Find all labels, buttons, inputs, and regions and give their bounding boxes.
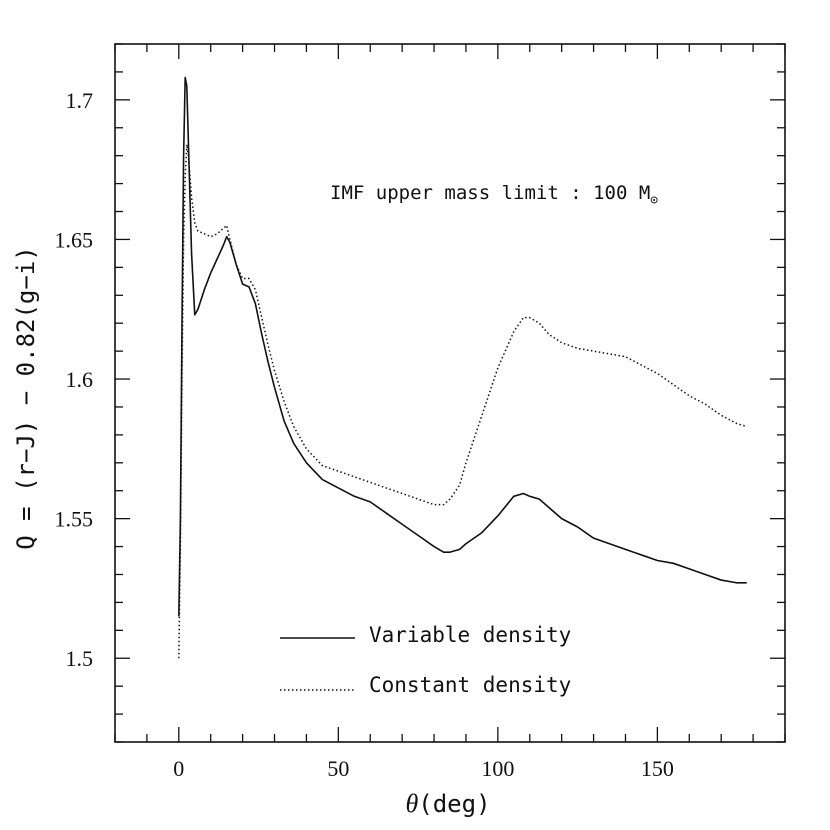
series-line-constant-density xyxy=(178,143,747,659)
annotation-prefix: IMF upper mass limit : 100 M xyxy=(330,182,650,204)
plot-frame xyxy=(114,43,786,743)
tick-labels: 0 50 100 150 1.5 1.55 1.6 1.65 1.7 xyxy=(55,88,674,781)
y-tick-label: 1.65 xyxy=(55,227,94,252)
sun-symbol: ⊙ xyxy=(650,193,658,208)
theta-symbol: θ xyxy=(405,789,418,818)
x-tick-label: 0 xyxy=(173,756,184,781)
y-axis-label: Q = (r−J) − 0.82(g−i) xyxy=(12,246,40,549)
x-axis-label: θ(deg) xyxy=(405,789,490,818)
x-tick-label: 150 xyxy=(641,756,674,781)
legend-label-variable-density: Variable density xyxy=(369,623,571,647)
series-layer xyxy=(178,76,747,659)
series-line-variable-density xyxy=(178,76,747,617)
y-tick-label: 1.5 xyxy=(66,646,94,671)
legend: Variable density Constant density xyxy=(280,623,571,697)
x-tick-label: 100 xyxy=(481,756,514,781)
y-tick-label: 1.6 xyxy=(66,367,94,392)
y-tick-label: 1.7 xyxy=(66,88,94,113)
axis-ticks xyxy=(114,43,786,743)
y-tick-label: 1.55 xyxy=(55,507,94,532)
legend-label-constant-density: Constant density xyxy=(369,673,571,697)
x-tick-label: 50 xyxy=(327,756,349,781)
x-axis-unit: (deg) xyxy=(418,790,490,818)
annotation-text: IMF upper mass limit : 100 M⊙ xyxy=(330,182,658,208)
